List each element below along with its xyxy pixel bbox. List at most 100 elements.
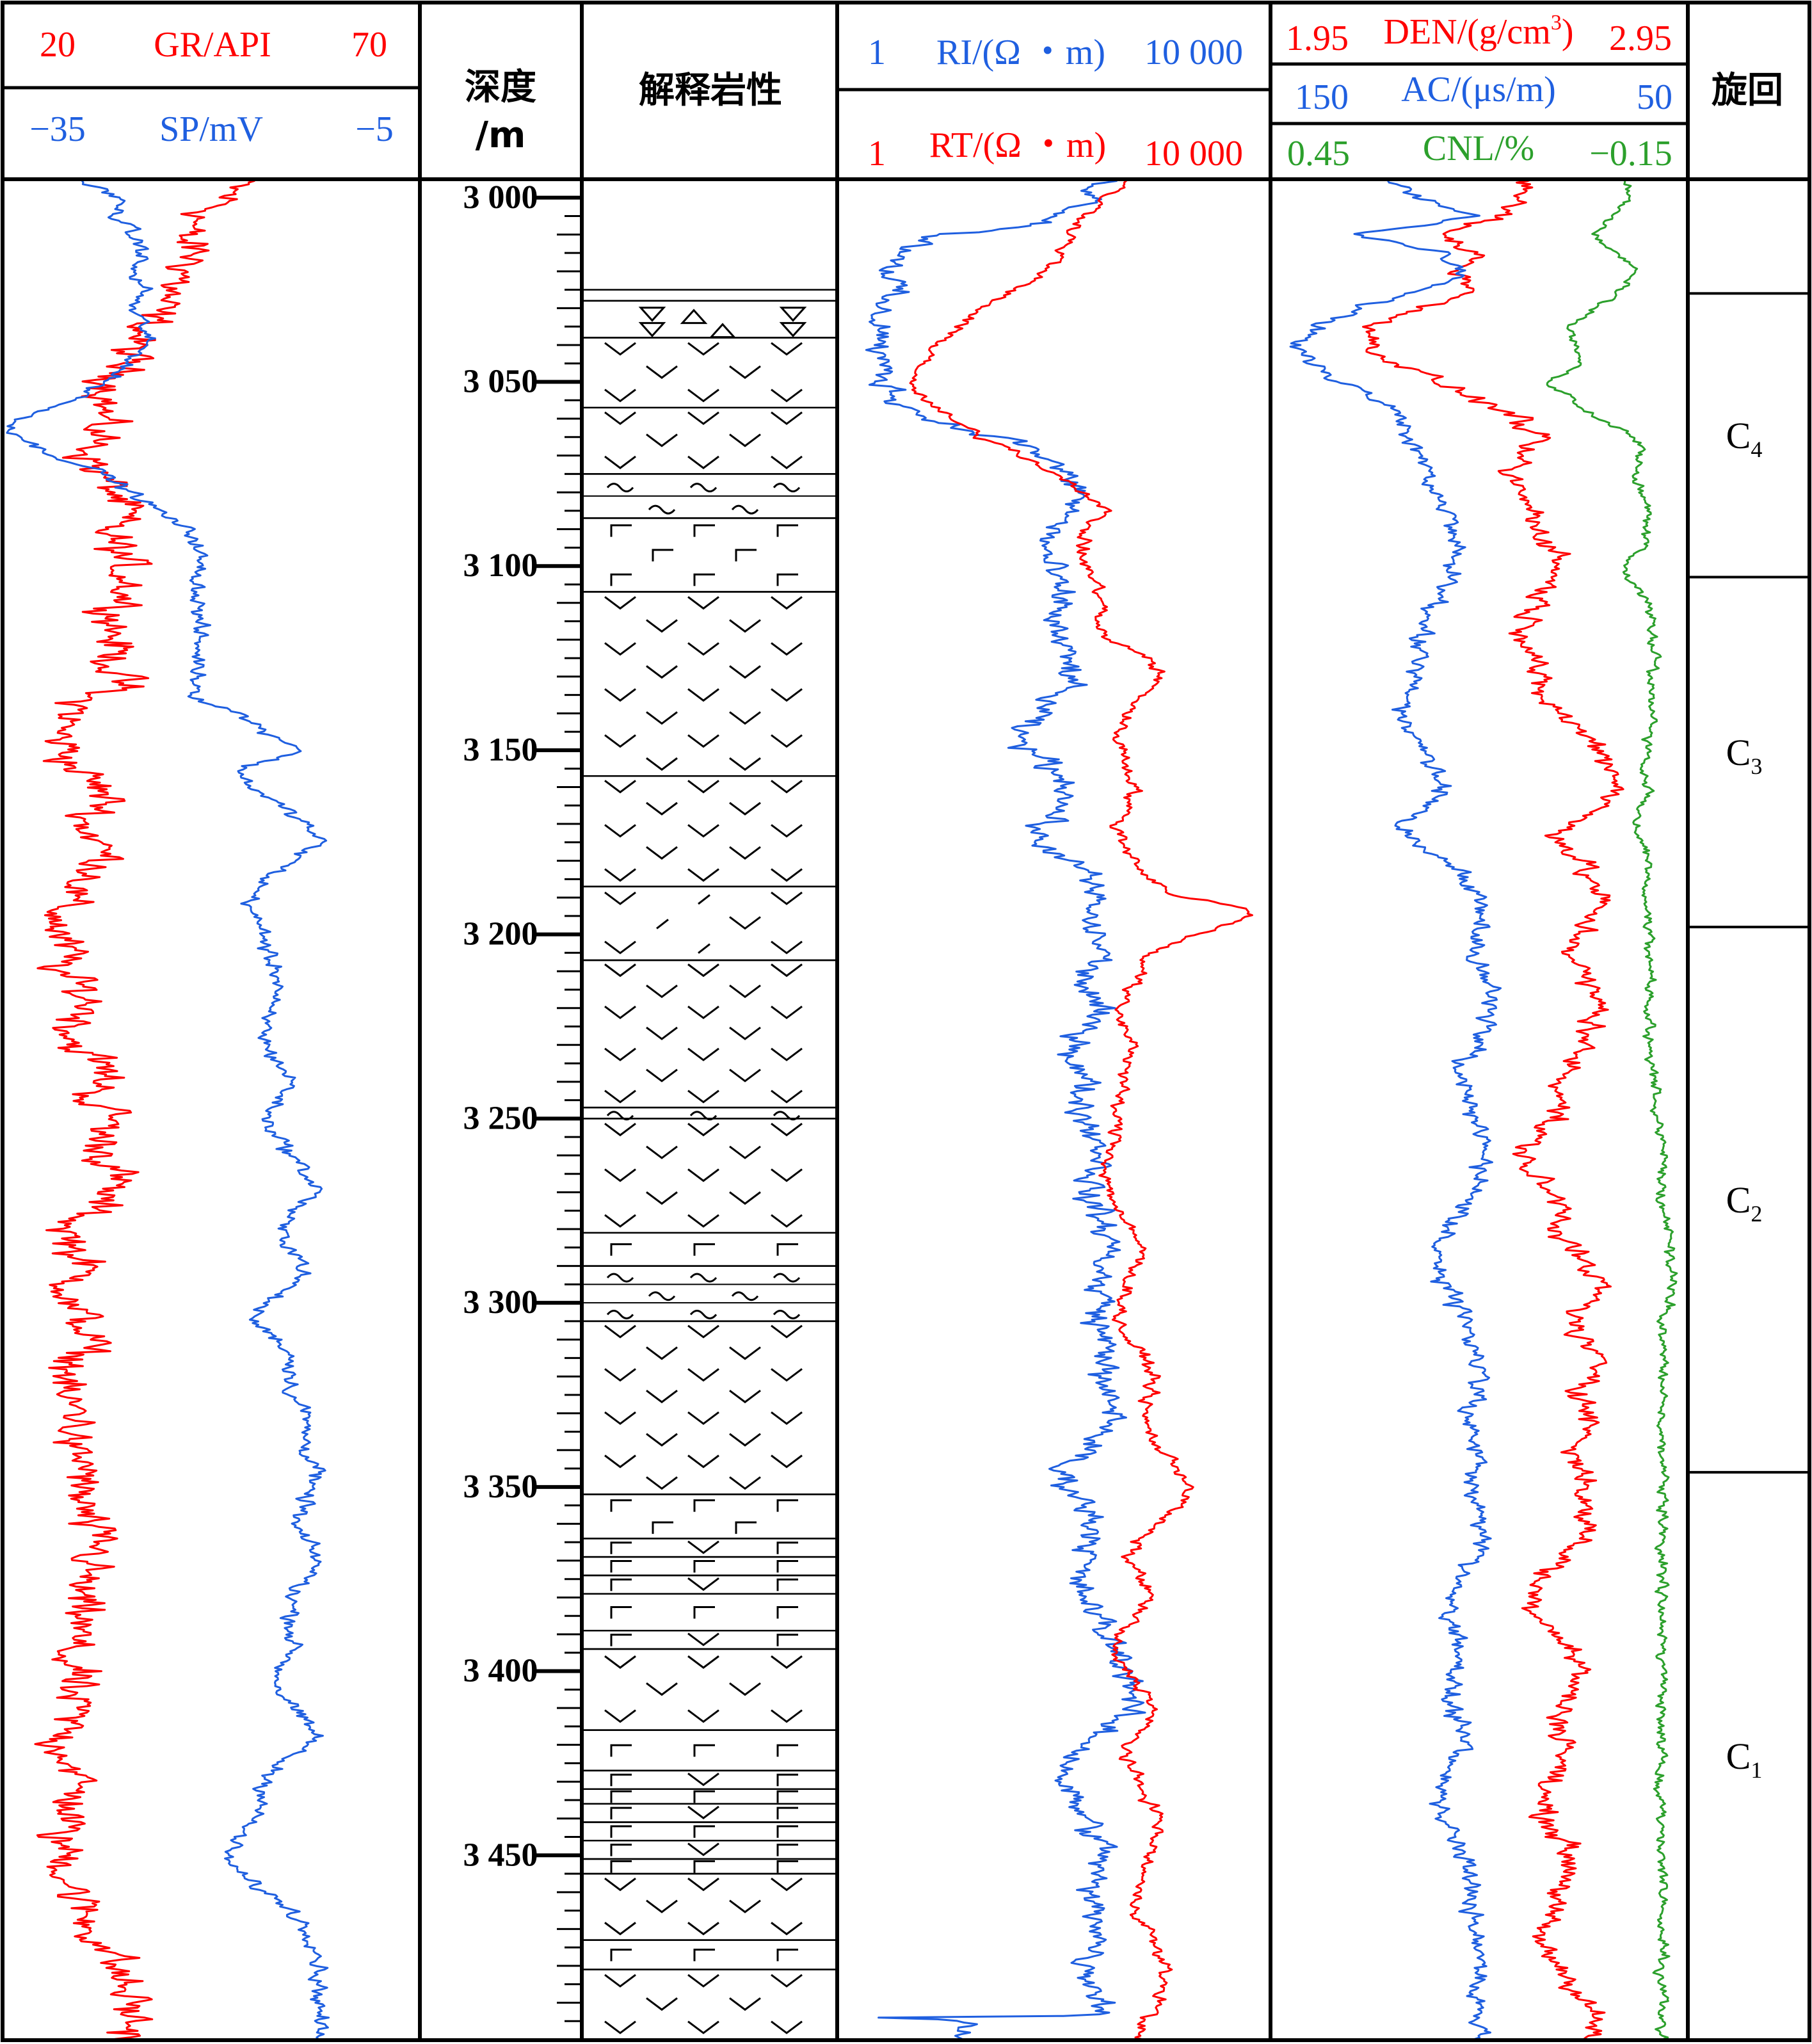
den-max-label: 2.95 <box>1609 19 1672 58</box>
tuff-symbol <box>773 483 801 493</box>
basalt-symbol <box>610 1499 632 1512</box>
andesite-symbol <box>771 891 803 905</box>
andesite-symbol <box>646 1997 678 2011</box>
depth-axis: 3 000 3 050 3 100 3 150 3 200 3 250 3 300 3 350… <box>463 179 580 2022</box>
andesite-symbol <box>771 1214 803 1228</box>
andesite-symbol <box>604 1005 636 1020</box>
andesite-symbol <box>604 1324 636 1339</box>
cycle-label-letter: C <box>1726 732 1751 773</box>
curve-cnl <box>1546 178 1678 2040</box>
basalt-symbol <box>693 1605 715 1619</box>
basalt-symbol <box>776 1499 798 1512</box>
basalt-symbol <box>776 1560 798 1573</box>
andesite-symbol <box>687 1974 719 1988</box>
andesite-symbol <box>604 596 636 610</box>
andesite-symbol <box>687 1540 719 1554</box>
tuff-symbol <box>689 1310 718 1319</box>
andesite-symbol <box>687 734 719 748</box>
ri-min-label: 1 <box>868 33 886 72</box>
andesite-symbol <box>729 1476 761 1490</box>
tuff-symbol <box>648 504 676 515</box>
gr-min-label: 20 <box>40 25 76 65</box>
ri-curve-label: RI/(Ω ・m) <box>936 33 1105 72</box>
den-min-label: 1.95 <box>1286 19 1349 58</box>
ac-max-label: 50 <box>1637 77 1672 117</box>
curve-ac <box>1289 179 1502 2040</box>
basalt-symbol <box>735 1521 757 1534</box>
basalt-symbol <box>610 1578 632 1591</box>
andesite-symbol <box>604 1047 636 1061</box>
andesite-symbol <box>646 1346 678 1360</box>
rt-curve-label: RT/(Ω ・m) <box>929 125 1106 165</box>
andesite-symbol <box>687 1005 719 1020</box>
andesite-symbol <box>687 1168 719 1182</box>
ac-min-label: 150 <box>1295 77 1349 117</box>
curve-sp <box>6 179 330 2040</box>
andesite-symbol <box>646 1433 678 1447</box>
andesite-symbol <box>604 1411 636 1425</box>
andesite-symbol <box>687 868 719 882</box>
andesite-symbol <box>604 940 636 954</box>
andesite-symbol <box>687 780 719 794</box>
cnl-max-label: −0.15 <box>1589 134 1672 173</box>
andesite-symbol <box>729 801 761 816</box>
basalt-symbol <box>693 1744 715 1757</box>
andesite-symbol <box>604 1368 636 1382</box>
andesite-symbol <box>729 1899 761 1913</box>
curve-rt <box>909 178 1253 2040</box>
andesite-symbol <box>604 1168 636 1182</box>
tuff-symbol <box>773 1310 801 1319</box>
andesite-symbol <box>729 1346 761 1360</box>
rt-max-label: 10 000 <box>1144 134 1243 173</box>
andesite-symbol <box>604 1454 636 1469</box>
andesite-symbol <box>604 1878 636 1892</box>
basalt-symbol <box>776 1949 798 1961</box>
tuff-symbol <box>689 483 718 493</box>
den-curve-label: DEN/(g/cm3) <box>1384 11 1574 52</box>
andesite-symbol <box>771 824 803 838</box>
basalt-symbol <box>776 1605 798 1619</box>
andesite-symbol <box>687 1709 719 1723</box>
andesite-symbol <box>771 1454 803 1469</box>
andesite-symbol <box>771 688 803 702</box>
andesite-symbol <box>729 1997 761 2011</box>
sp-max-label: −5 <box>355 109 394 149</box>
basalt-symbol <box>610 1634 632 1646</box>
andesite-symbol <box>729 916 761 930</box>
andesite-symbol <box>729 619 761 633</box>
andesite-symbol <box>771 389 803 403</box>
tuff-symbol <box>606 1273 634 1283</box>
andesite-symbol <box>604 868 636 882</box>
cycle-label: C2 <box>1726 1179 1763 1227</box>
cycle-label: C4 <box>1726 415 1763 462</box>
andesite-symbol <box>687 2020 719 2034</box>
depth-tick-label: 3 350 <box>463 1469 538 1505</box>
andesite-symbol <box>646 1191 678 1205</box>
cycle-label-subscript: 2 <box>1751 1201 1762 1227</box>
andesite-symbol <box>771 734 803 748</box>
den-label-sup: 3 <box>1551 11 1562 35</box>
andesite-symbol <box>687 1123 719 1137</box>
depth-tick-label: 3 000 <box>463 179 538 216</box>
cnl-curve-label: CNL/% <box>1423 129 1534 168</box>
curve-ri <box>865 179 1146 2040</box>
andesite-symbol <box>604 411 636 425</box>
basalt-symbol <box>693 1949 715 1961</box>
andesite-symbol <box>771 642 803 656</box>
andesite-symbol <box>604 642 636 656</box>
cycle-label: C1 <box>1726 1735 1763 1783</box>
sp-curve-label: SP/mV <box>159 109 263 149</box>
depth-tick-label: 3 100 <box>463 547 538 584</box>
tuff-symbol <box>606 1310 634 1319</box>
andesite-symbol <box>729 1682 761 1696</box>
andesite-symbol <box>771 1709 803 1723</box>
basalt-symbol <box>693 1560 715 1573</box>
tuff-symbol <box>731 1291 759 1301</box>
andesite-symbol <box>604 1709 636 1723</box>
basalt-symbol <box>610 1560 632 1573</box>
depth-tick-label: 3 150 <box>463 732 538 768</box>
curve-gr <box>34 178 255 2040</box>
andesite-symbol <box>646 365 678 379</box>
